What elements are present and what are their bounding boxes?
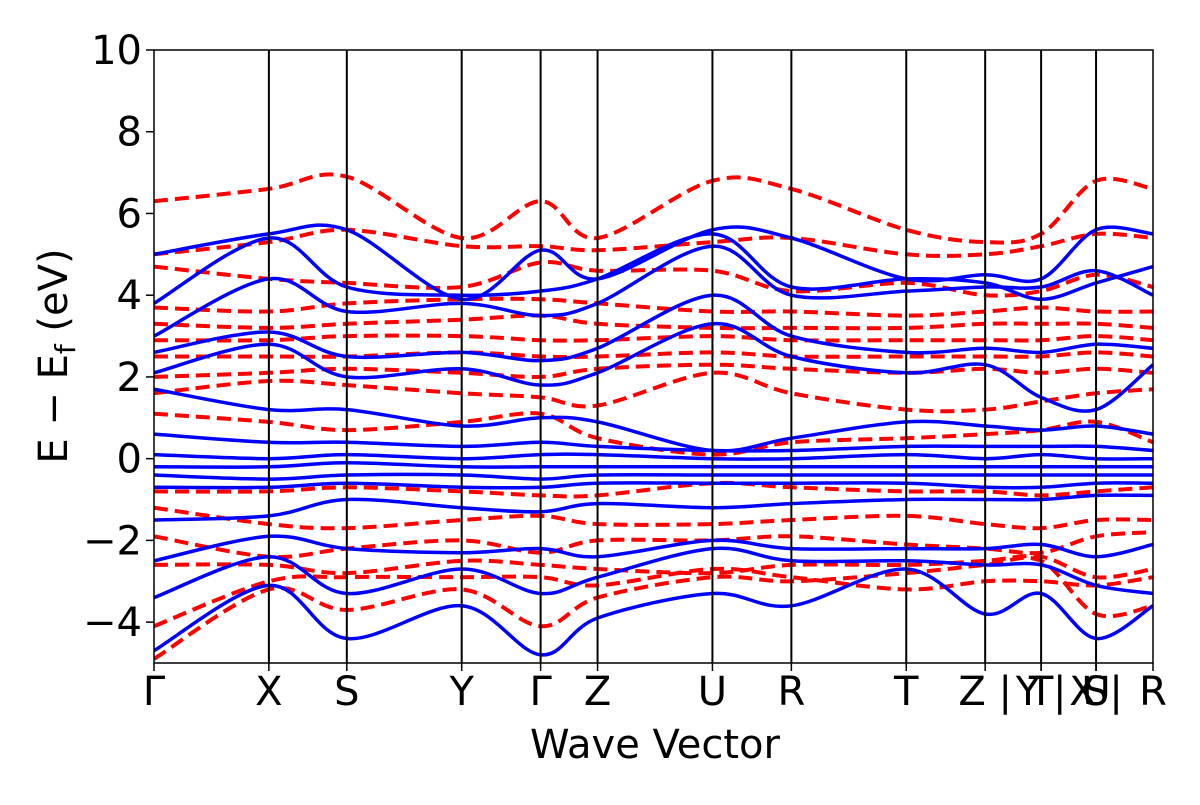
band-line <box>154 472 1153 481</box>
band-line <box>154 505 1153 531</box>
y-tick-label: 2 <box>117 355 142 401</box>
x-tick-label: Y | <box>1015 669 1067 715</box>
x-tick-label: Z | <box>958 669 1012 715</box>
band-line <box>154 493 1153 522</box>
band-line <box>154 546 1153 600</box>
band-line <box>154 244 1153 338</box>
y-axis-label: E − Ef (eV) <box>31 248 82 463</box>
x-tick-label: Γ <box>143 669 166 715</box>
x-tick-label: R <box>1139 669 1167 715</box>
spin-up-bands <box>154 223 1153 657</box>
kpoint-lines <box>267 50 1098 663</box>
band-line <box>154 452 1153 461</box>
y-tick-label: 10 <box>91 28 142 74</box>
y-ticks: −4 −2 0 2 4 6 8 10 <box>83 28 154 646</box>
band-line <box>154 480 1153 499</box>
x-tick-label: S <box>334 669 359 715</box>
x-tick-label: T <box>1028 669 1054 715</box>
x-tick-label: X <box>255 669 282 715</box>
y-tick-label: 8 <box>117 110 142 156</box>
band-line <box>154 554 1153 580</box>
band-line <box>154 481 1153 490</box>
band-line <box>154 322 1153 413</box>
band-line <box>154 432 1153 453</box>
band-line <box>154 296 1153 318</box>
x-tick-label: Z <box>584 669 611 715</box>
band-line <box>154 461 1153 469</box>
band-line <box>154 567 1153 657</box>
y-tick-label: −4 <box>83 600 142 646</box>
band-line <box>154 362 1153 379</box>
x-tick-label: Y <box>448 669 474 715</box>
y-axis-label-subscript: f <box>49 343 82 354</box>
x-axis-label: Wave Vector <box>530 722 781 768</box>
x-tick-label: U <box>1081 669 1110 715</box>
x-tick-label: X | <box>1069 669 1123 715</box>
y-axis-label-unit: (eV) <box>31 248 77 344</box>
y-tick-label: 6 <box>117 191 142 237</box>
band-line <box>154 534 1153 563</box>
x-tick-label: T <box>893 669 919 715</box>
band-line <box>154 555 1153 661</box>
band-line <box>154 566 1153 629</box>
band-line <box>154 293 1153 363</box>
y-tick-label: 0 <box>117 437 142 483</box>
plot-frame <box>153 49 1154 664</box>
x-tick-label: Γ <box>529 669 552 715</box>
y-tick-label: 4 <box>117 273 142 319</box>
band-line <box>154 387 1153 453</box>
y-tick-label: −2 <box>83 518 142 564</box>
band-line <box>154 333 1153 343</box>
band-line <box>154 313 1153 331</box>
x-tick-label: S <box>1083 669 1108 715</box>
x-tick-label: U <box>698 669 727 715</box>
x-tick-label: R <box>777 669 805 715</box>
y-axis-label-main: E − E <box>31 354 77 464</box>
